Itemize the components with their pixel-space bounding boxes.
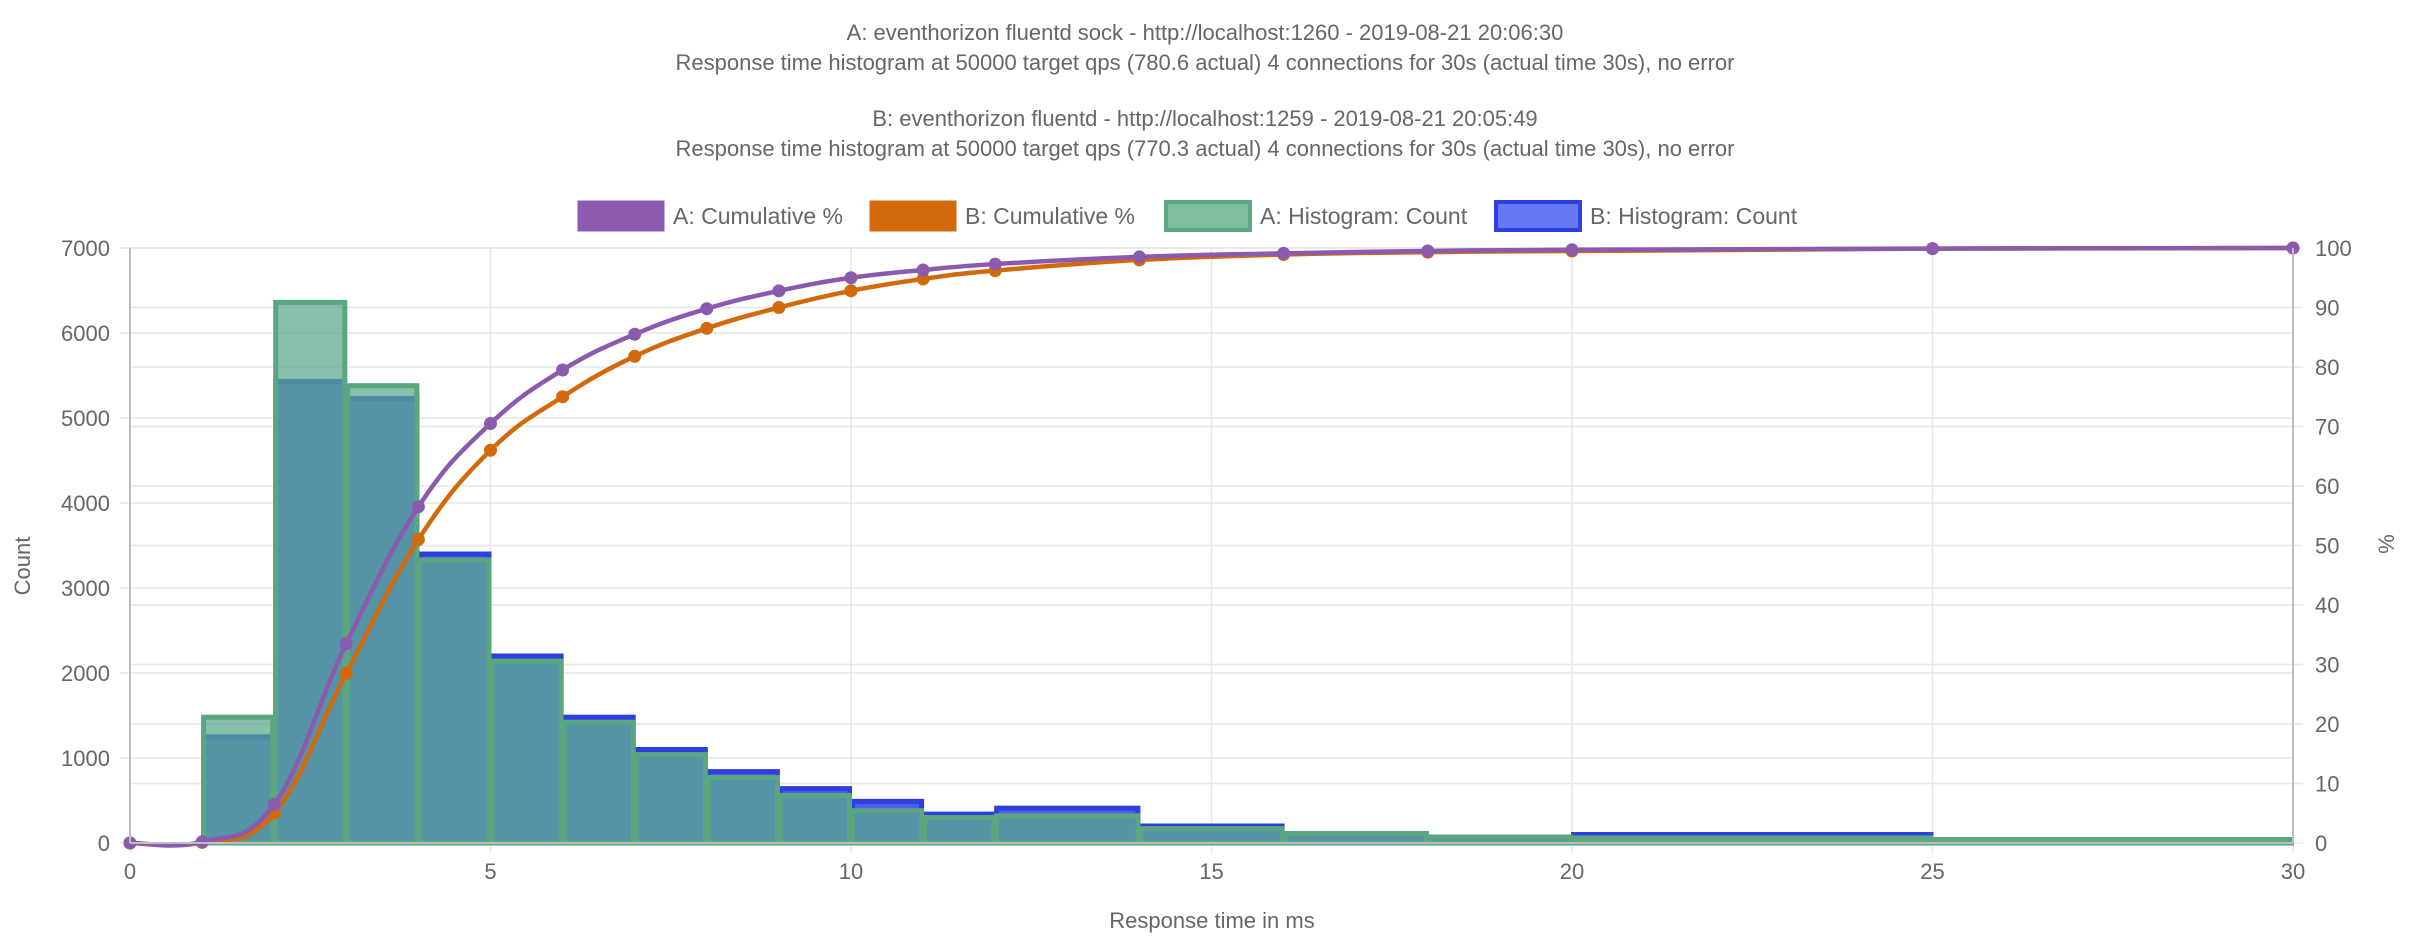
- y-right-tick-label: 40: [2315, 593, 2339, 618]
- a-cumulative-point[interactable]: [195, 835, 209, 849]
- a-cumulative-point[interactable]: [916, 263, 930, 277]
- b-cumulative-point[interactable]: [411, 533, 425, 547]
- y-left-tick-label: 3000: [61, 576, 110, 601]
- a-cumulative-point[interactable]: [1132, 250, 1146, 264]
- legend-label-b-cumulative: B: Cumulative %: [965, 203, 1135, 229]
- a-histogram-bar: [633, 752, 708, 846]
- title-b-line1: B: eventhorizon fluentd - http://localho…: [872, 106, 1537, 131]
- a-cumulative-point[interactable]: [1421, 244, 1435, 258]
- y-right-tick-label: 10: [2315, 772, 2339, 797]
- a-histogram-bar: [417, 557, 492, 846]
- a-cumulative-point[interactable]: [844, 271, 858, 285]
- legend-swatch-b-cumulative: [869, 200, 957, 232]
- legend-label-a-cumulative: A: Cumulative %: [673, 203, 843, 229]
- a-histogram-bar: [922, 815, 997, 846]
- a-histogram-bar: [850, 808, 925, 846]
- y-right-tick-label: 80: [2315, 355, 2339, 380]
- a-histogram-bar: [489, 658, 564, 846]
- histogram-bars: [201, 299, 2294, 846]
- x-tick-label: 5: [484, 859, 496, 884]
- a-cumulative-point[interactable]: [411, 500, 425, 514]
- legend-swatch-a-histogram: [1164, 200, 1252, 232]
- a-cumulative-point[interactable]: [1926, 242, 1939, 256]
- title-a-line1: A: eventhorizon fluentd sock - http://lo…: [847, 20, 1564, 45]
- y-right-tick-label: 50: [2315, 534, 2339, 559]
- legend-swatch-b-histogram: [1494, 200, 1582, 232]
- x-tick-label: 10: [839, 859, 863, 884]
- a-cumulative-point[interactable]: [1277, 246, 1291, 260]
- a-histogram-bar: [1138, 826, 1285, 846]
- axes: 0 5 10 15 20 25 300100020003000400050006000700…: [61, 236, 2352, 884]
- b-cumulative-point[interactable]: [339, 666, 353, 680]
- x-tick-label: 0: [124, 859, 136, 884]
- y-right-tick-label: 0: [2315, 831, 2327, 856]
- title-a-line2: Response time histogram at 50000 target …: [675, 50, 1734, 75]
- legend-label-a-histogram: A: Histogram: Count: [1260, 203, 1468, 229]
- b-cumulative-point[interactable]: [700, 321, 714, 335]
- a-histogram-bar: [994, 813, 1141, 846]
- legend-item-b-cumulative[interactable]: B: Cumulative %: [869, 200, 1135, 232]
- a-histogram-bar: [273, 299, 348, 846]
- a-histogram-bar: [1282, 831, 1429, 846]
- b-cumulative-point[interactable]: [556, 390, 570, 404]
- y-left-tick-label: 6000: [61, 321, 110, 346]
- a-cumulative-point[interactable]: [339, 637, 353, 651]
- a-cumulative-point[interactable]: [988, 257, 1002, 271]
- y-right-tick-label: 100: [2315, 236, 2352, 261]
- y-right-tick-label: 30: [2315, 653, 2339, 678]
- a-histogram-bar: [705, 775, 780, 846]
- legend[interactable]: A: Cumulative % B: Cumulative % A: Histo…: [577, 200, 1798, 232]
- title-b-line2: Response time histogram at 50000 target …: [675, 136, 1734, 161]
- y-left-tick-label: 7000: [61, 236, 110, 261]
- legend-item-b-histogram[interactable]: B: Histogram: Count: [1494, 200, 1798, 232]
- legend-item-a-histogram[interactable]: A: Histogram: Count: [1164, 200, 1468, 232]
- x-tick-label: 25: [1920, 859, 1944, 884]
- b-cumulative-point[interactable]: [484, 443, 497, 457]
- x-tick-label: 20: [1560, 859, 1584, 884]
- y-left-tick-label: 4000: [61, 491, 110, 516]
- y-left-tick-label: 1000: [61, 746, 110, 771]
- chart-titles: A: eventhorizon fluentd sock - http://lo…: [675, 20, 1734, 161]
- b-cumulative-point[interactable]: [844, 284, 858, 298]
- y-left-tick-label: 2000: [61, 661, 110, 686]
- y-left-tick-label: 0: [98, 831, 110, 856]
- y-right-tick-label: 90: [2315, 296, 2339, 321]
- a-histogram-bar: [777, 792, 853, 846]
- legend-item-a-cumulative[interactable]: A: Cumulative %: [577, 200, 843, 232]
- y-right-tick-label: 70: [2315, 415, 2339, 440]
- a-cumulative-point[interactable]: [556, 363, 570, 377]
- b-cumulative-point[interactable]: [772, 301, 786, 314]
- a-cumulative-point[interactable]: [267, 797, 281, 811]
- a-cumulative-point[interactable]: [628, 327, 642, 341]
- x-axis-title: Response time in ms: [1109, 908, 1314, 933]
- x-tick-label: 30: [2281, 859, 2305, 884]
- y-left-tick-label: 5000: [61, 406, 110, 431]
- x-tick-label: 15: [1199, 859, 1223, 884]
- a-cumulative-point[interactable]: [1565, 243, 1579, 257]
- b-cumulative-point[interactable]: [916, 272, 930, 286]
- y-right-tick-label: 20: [2315, 712, 2339, 737]
- cumulative-lines: [123, 241, 2300, 850]
- y-axis-left-title: Count: [10, 537, 35, 596]
- a-cumulative-point[interactable]: [484, 417, 497, 431]
- y-right-tick-label: 60: [2315, 474, 2339, 499]
- legend-swatch-a-cumulative: [577, 200, 665, 232]
- grid: [120, 247, 2303, 853]
- a-histogram-bar: [561, 719, 636, 846]
- a-cumulative-point[interactable]: [700, 302, 714, 316]
- legend-label-b-histogram: B: Histogram: Count: [1590, 203, 1798, 229]
- a-cumulative-point[interactable]: [772, 284, 786, 298]
- y-axis-right-title: %: [2374, 534, 2399, 554]
- b-cumulative-point[interactable]: [628, 349, 642, 363]
